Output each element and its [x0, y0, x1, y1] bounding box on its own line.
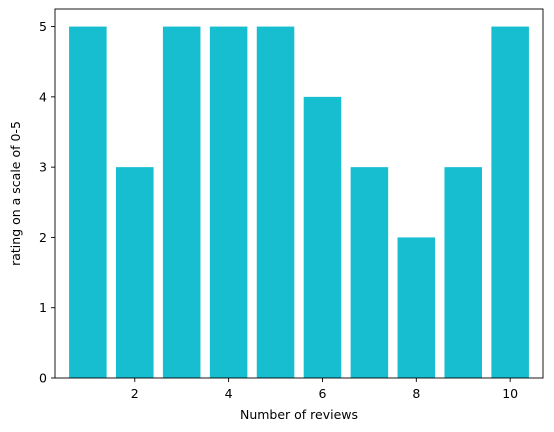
bar-7: [350, 167, 389, 378]
bars-group: [69, 26, 529, 378]
y-tick-label-1: 1: [39, 300, 47, 315]
x-tick-label-6: 6: [318, 386, 326, 401]
x-axis-label: Number of reviews: [240, 407, 358, 422]
bar-5: [256, 26, 295, 378]
plot-frame: [54, 8, 544, 379]
y-tick-label-3: 3: [39, 160, 47, 175]
bar-9: [444, 167, 482, 378]
bar-8: [397, 237, 436, 378]
y-tick-label-5: 5: [39, 19, 47, 34]
bar-3: [162, 26, 201, 378]
bar-6: [303, 96, 342, 378]
x-tick-label-4: 4: [225, 386, 233, 401]
bar-10: [491, 26, 529, 378]
bar-1: [69, 26, 107, 378]
x-tick-label-2: 2: [131, 386, 139, 401]
x-axis-ticks: 2 4 6 8 10: [131, 378, 518, 401]
y-tick-label-4: 4: [39, 89, 47, 104]
y-axis-ticks: 0 1 2 3 4 5: [39, 19, 55, 386]
x-tick-label-10: 10: [502, 386, 518, 401]
y-tick-label-2: 2: [39, 230, 47, 245]
y-axis-label: rating on a scale of 0-5: [8, 121, 23, 266]
y-tick-label-0: 0: [39, 371, 47, 386]
bar-2: [116, 167, 154, 378]
bar-4: [209, 26, 248, 378]
x-tick-label-8: 8: [412, 386, 420, 401]
